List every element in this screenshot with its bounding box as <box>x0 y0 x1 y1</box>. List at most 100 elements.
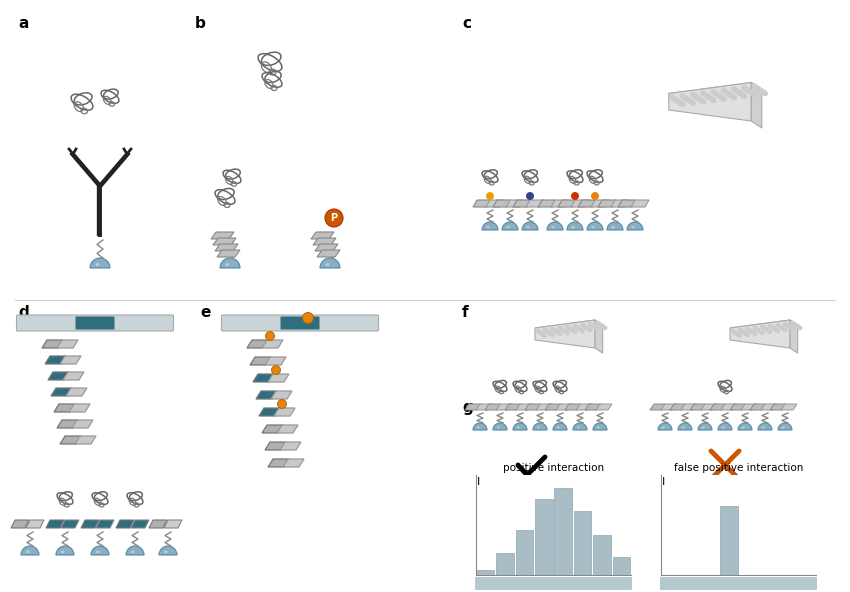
Circle shape <box>592 324 594 327</box>
Circle shape <box>271 365 280 375</box>
Circle shape <box>741 330 745 333</box>
Ellipse shape <box>26 551 30 553</box>
Ellipse shape <box>611 226 615 229</box>
Polygon shape <box>485 404 501 410</box>
Circle shape <box>761 90 765 94</box>
Circle shape <box>687 98 691 102</box>
Circle shape <box>694 95 699 99</box>
Circle shape <box>566 332 570 334</box>
Wedge shape <box>698 423 712 430</box>
Ellipse shape <box>477 426 479 429</box>
Circle shape <box>716 92 720 97</box>
Circle shape <box>740 92 745 97</box>
Ellipse shape <box>782 426 785 429</box>
Wedge shape <box>547 222 563 230</box>
Circle shape <box>558 326 562 329</box>
Wedge shape <box>482 222 498 230</box>
Circle shape <box>551 327 554 330</box>
Wedge shape <box>678 423 692 430</box>
Circle shape <box>711 89 716 94</box>
Circle shape <box>722 96 726 101</box>
Circle shape <box>670 95 674 99</box>
FancyBboxPatch shape <box>475 577 632 590</box>
Circle shape <box>303 313 314 323</box>
Circle shape <box>794 323 797 326</box>
Bar <box>593 535 610 575</box>
Bar <box>613 557 630 575</box>
Circle shape <box>599 323 602 326</box>
Circle shape <box>728 92 732 97</box>
Ellipse shape <box>61 551 65 553</box>
Circle shape <box>731 329 734 332</box>
FancyBboxPatch shape <box>222 315 378 331</box>
Polygon shape <box>54 404 75 412</box>
Circle shape <box>277 400 286 408</box>
FancyBboxPatch shape <box>16 315 173 331</box>
Polygon shape <box>217 250 240 257</box>
Circle shape <box>742 85 746 90</box>
Circle shape <box>774 329 778 332</box>
Circle shape <box>745 327 749 330</box>
Polygon shape <box>473 200 491 207</box>
Circle shape <box>761 332 764 334</box>
Polygon shape <box>585 404 601 410</box>
Circle shape <box>740 329 743 333</box>
Circle shape <box>555 330 558 333</box>
Polygon shape <box>476 404 492 410</box>
Polygon shape <box>60 356 81 364</box>
Circle shape <box>732 87 736 91</box>
Polygon shape <box>565 404 581 410</box>
Circle shape <box>693 94 697 98</box>
Circle shape <box>747 328 751 332</box>
Circle shape <box>717 94 722 98</box>
Wedge shape <box>567 222 583 230</box>
Circle shape <box>732 95 736 99</box>
Circle shape <box>746 333 749 336</box>
Polygon shape <box>149 520 167 528</box>
Wedge shape <box>593 423 607 430</box>
Circle shape <box>707 95 711 99</box>
Text: f: f <box>462 305 468 320</box>
Circle shape <box>573 324 576 327</box>
Circle shape <box>557 332 560 334</box>
Circle shape <box>551 333 554 336</box>
Circle shape <box>684 96 688 101</box>
Wedge shape <box>126 546 144 555</box>
Polygon shape <box>741 404 757 410</box>
Circle shape <box>730 94 734 98</box>
Circle shape <box>586 326 588 330</box>
Circle shape <box>711 98 716 102</box>
Circle shape <box>683 95 687 99</box>
Circle shape <box>734 88 739 93</box>
Circle shape <box>584 325 587 329</box>
Ellipse shape <box>762 426 765 429</box>
Circle shape <box>604 326 607 330</box>
Polygon shape <box>262 425 283 433</box>
Polygon shape <box>493 200 511 207</box>
Circle shape <box>596 327 599 330</box>
Circle shape <box>739 328 741 332</box>
Circle shape <box>720 95 724 99</box>
Circle shape <box>768 330 772 333</box>
Wedge shape <box>738 423 752 430</box>
FancyBboxPatch shape <box>660 577 817 590</box>
Circle shape <box>680 102 685 107</box>
Bar <box>477 570 495 575</box>
Polygon shape <box>505 404 521 410</box>
Polygon shape <box>274 408 295 416</box>
Polygon shape <box>465 404 481 410</box>
Circle shape <box>598 322 601 326</box>
Polygon shape <box>164 520 182 528</box>
Circle shape <box>788 325 791 329</box>
Text: I: I <box>477 477 480 487</box>
Circle shape <box>768 324 772 327</box>
Circle shape <box>758 329 761 333</box>
Circle shape <box>542 333 545 336</box>
Circle shape <box>756 328 760 332</box>
Polygon shape <box>611 200 629 207</box>
Polygon shape <box>265 357 286 365</box>
Polygon shape <box>81 520 99 528</box>
Ellipse shape <box>552 226 554 229</box>
Wedge shape <box>587 222 603 230</box>
Circle shape <box>701 99 706 104</box>
